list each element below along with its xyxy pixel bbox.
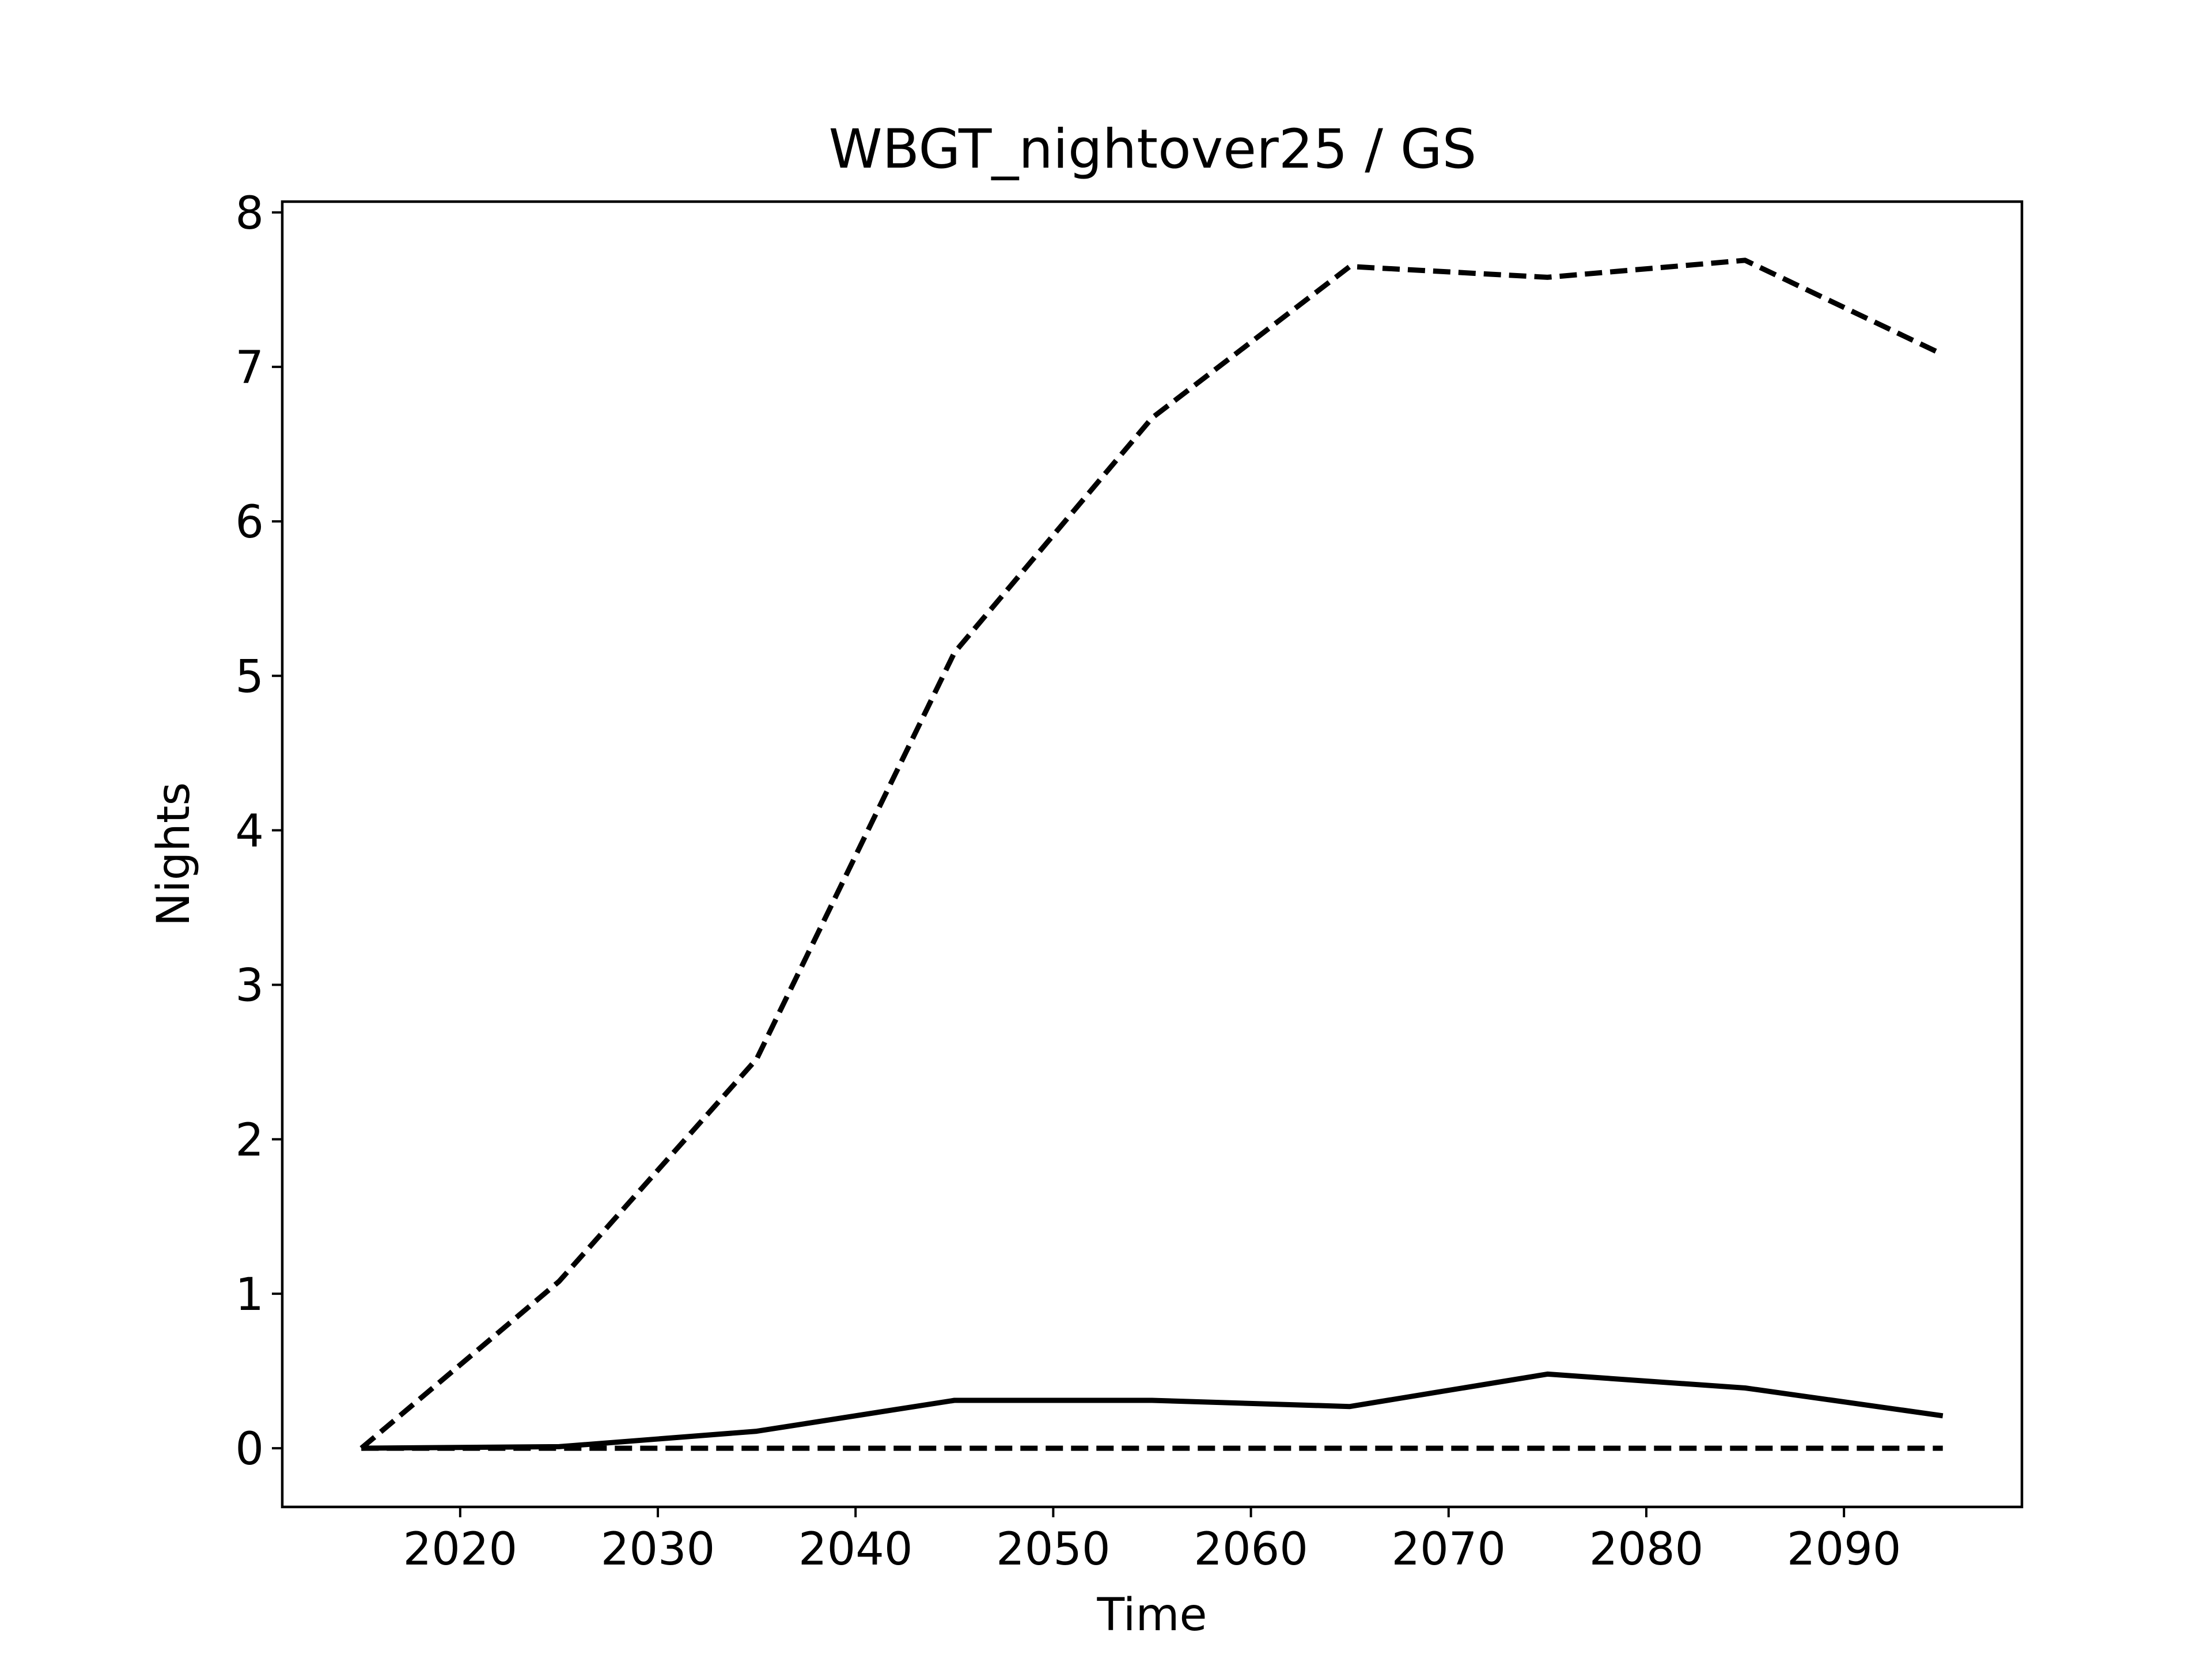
- y-tick-label: 3: [235, 960, 264, 1012]
- y-tick-label: 0: [235, 1423, 264, 1475]
- y-tick-label: 5: [235, 651, 264, 703]
- series-line-1: [359, 257, 1944, 1450]
- x-axis-label: Time: [1097, 1589, 1207, 1641]
- y-tick-label: 8: [235, 188, 264, 240]
- y-axis-ticks: 0 1 2 3 4 5 6 7 8: [235, 188, 282, 1475]
- chart-title: WBGT_nightover25 / GS: [829, 118, 1477, 181]
- x-tick-label: 2040: [798, 1524, 913, 1575]
- x-tick-label: 2060: [1194, 1524, 1308, 1575]
- y-tick-label: 2: [235, 1115, 264, 1166]
- plot-frame: [281, 200, 2024, 1509]
- y-tick-label: 1: [235, 1269, 264, 1321]
- x-tick-label: 2080: [1589, 1524, 1704, 1575]
- x-axis-ticks: 2020 2030 2040 2050 2060 2070 2080 2090: [403, 1507, 1902, 1575]
- x-tick-label: 2050: [996, 1524, 1111, 1575]
- y-axis-label: Nights: [148, 782, 200, 926]
- y-tick-label: 7: [235, 342, 264, 394]
- x-tick-label: 2090: [1787, 1524, 1902, 1575]
- x-tick-label: 2030: [601, 1524, 715, 1575]
- x-tick-label: 2070: [1392, 1524, 1506, 1575]
- series-line-2: [361, 1371, 1944, 1451]
- y-tick-label: 6: [235, 497, 264, 548]
- y-tick-label: 4: [235, 805, 264, 857]
- x-tick-label: 2020: [403, 1524, 518, 1575]
- series-layer: [359, 257, 1944, 1451]
